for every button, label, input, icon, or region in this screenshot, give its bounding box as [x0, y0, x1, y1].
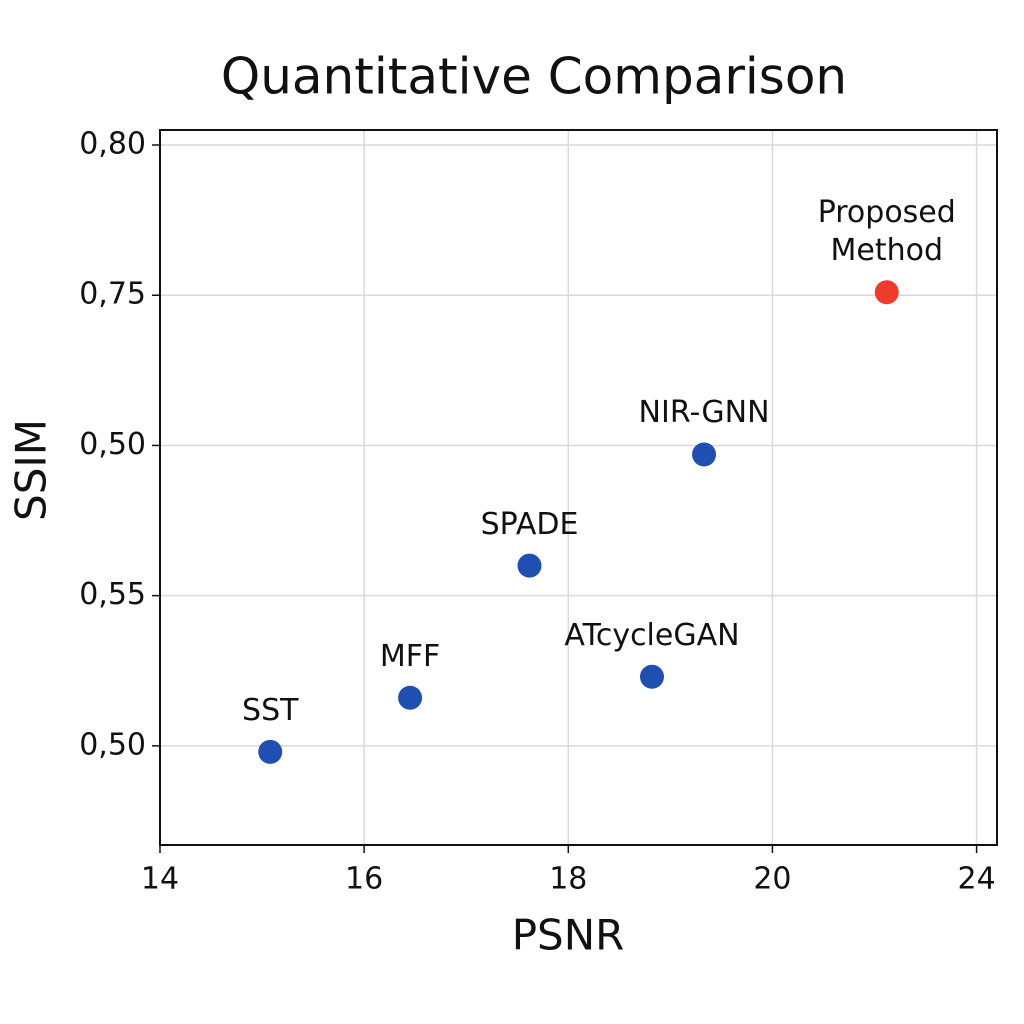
- x-tick-label: 20: [753, 862, 791, 897]
- point-label: ATcycleGAN: [564, 617, 740, 653]
- point-label: SST: [242, 692, 299, 728]
- data-point: [517, 553, 542, 578]
- data-point: [874, 280, 899, 305]
- plot-frame: [159, 129, 998, 846]
- chart-title: Quantitative Comparison: [221, 48, 847, 106]
- y-tick-label: 0,50: [79, 427, 146, 462]
- point-label: Proposed Method: [817, 195, 956, 269]
- x-axis-label: PSNR: [512, 911, 625, 960]
- y-tick-label: 0,75: [79, 277, 146, 312]
- x-tick-label: 16: [345, 862, 383, 897]
- x-tick-label: 24: [957, 862, 995, 897]
- point-label: SPADE: [480, 506, 579, 542]
- data-point: [639, 664, 664, 689]
- data-point: [692, 442, 717, 467]
- point-label: NIR-GNN: [638, 395, 770, 431]
- point-label: MFF: [379, 638, 441, 674]
- y-axis-label: SSIM: [7, 419, 56, 521]
- data-point: [258, 739, 283, 764]
- y-tick-label: 0,55: [79, 577, 146, 612]
- x-tick-label: 18: [549, 862, 587, 897]
- y-tick-label: 0,80: [79, 127, 146, 162]
- data-point: [398, 685, 423, 710]
- x-tick-label: 14: [141, 862, 179, 897]
- y-tick-label: 0,50: [79, 727, 146, 762]
